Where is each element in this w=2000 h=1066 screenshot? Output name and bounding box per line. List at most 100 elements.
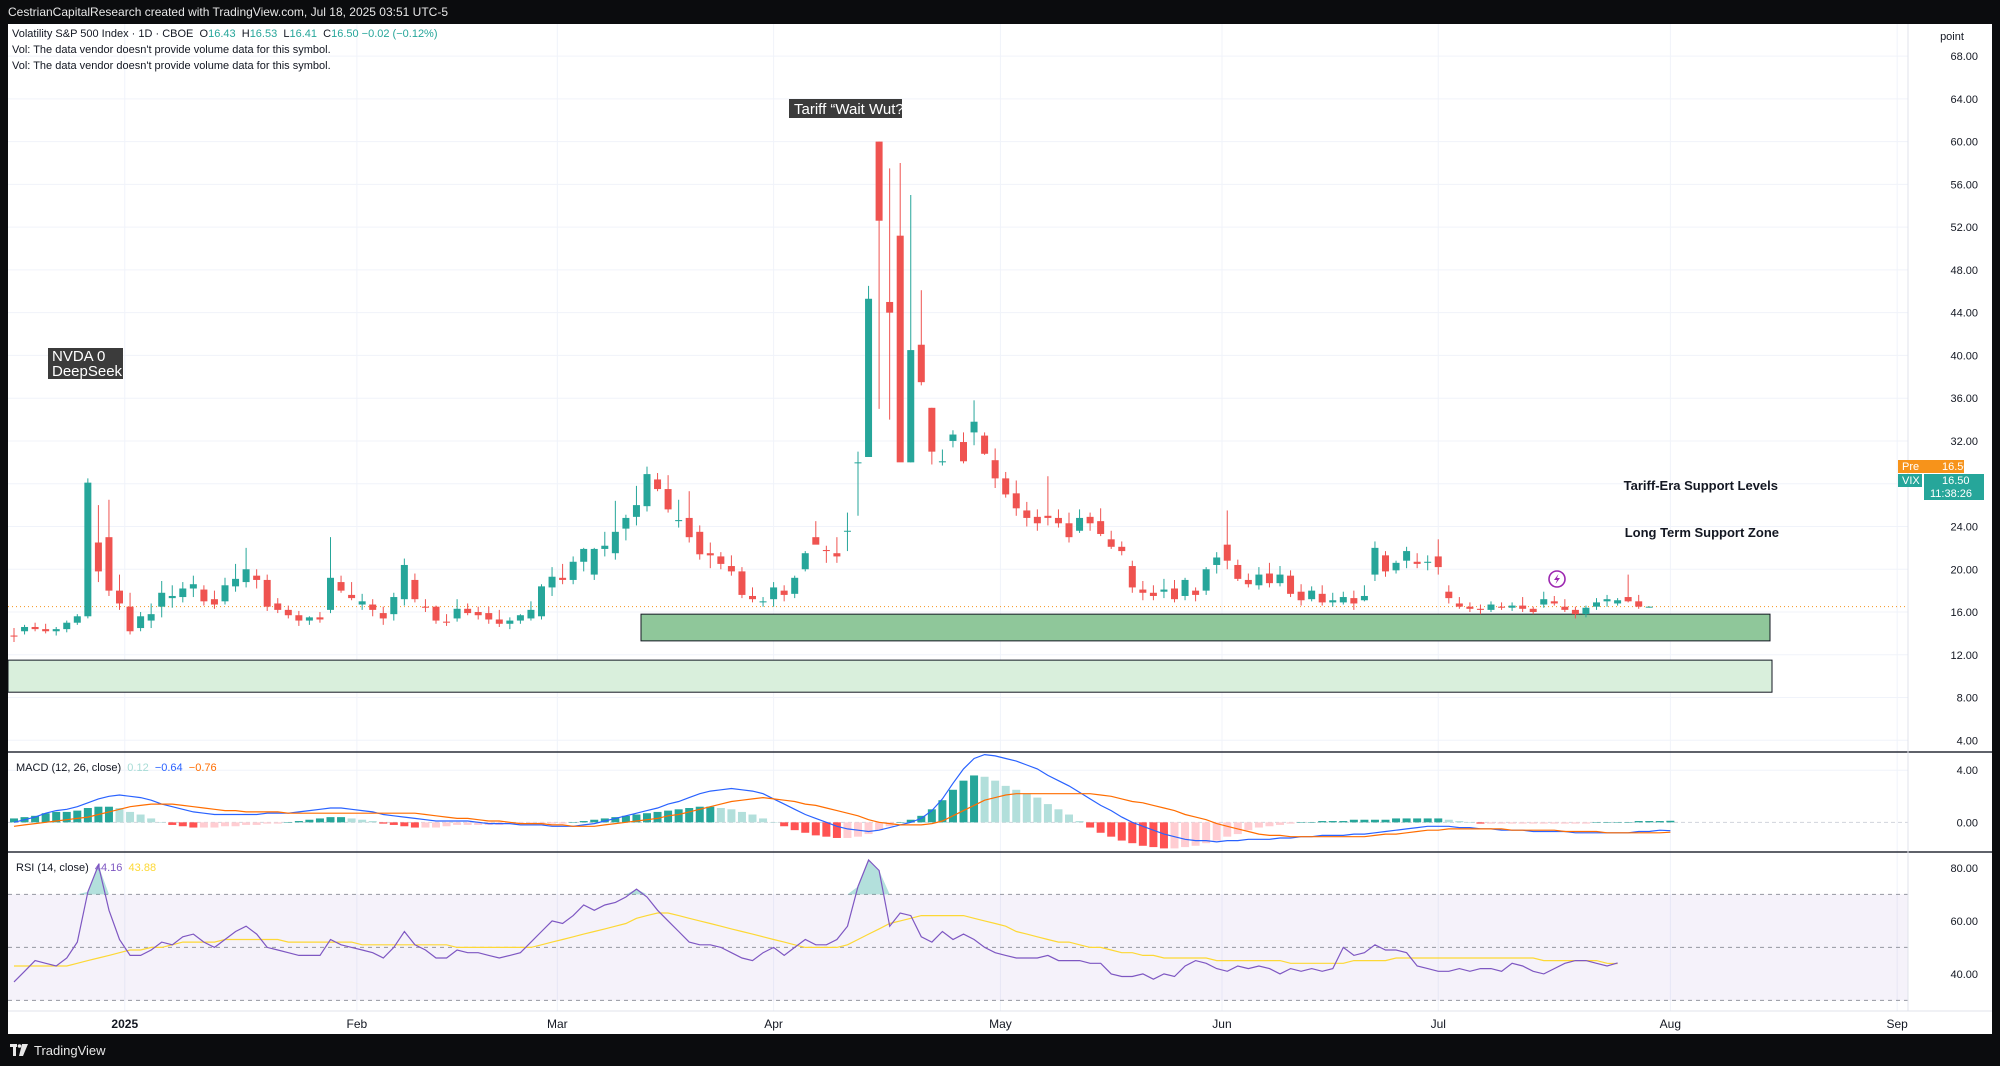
time-axis-label: Sep xyxy=(1886,1017,1908,1031)
candle-body xyxy=(928,407,936,452)
price-axis-label: 4.00 xyxy=(1957,735,1978,747)
tariff-annotation[interactable]: Tariff “Wait Wut?!" xyxy=(789,99,913,118)
macd-histogram-bar xyxy=(1086,822,1095,828)
macd-histogram-bar xyxy=(199,822,208,828)
candle-body xyxy=(390,597,398,615)
price-legend[interactable]: Volatility S&P 500 Index · 1D · CBOE O16… xyxy=(12,26,438,74)
macd-histogram-bar xyxy=(906,819,915,823)
macd-pane[interactable] xyxy=(8,753,1908,849)
time-axis-label: Mar xyxy=(547,1017,568,1031)
candle-body xyxy=(453,608,461,619)
macd-histogram-bar xyxy=(1613,822,1622,823)
candle-body xyxy=(1002,478,1010,495)
macd-histogram-bar xyxy=(1181,822,1190,848)
pane-separators[interactable] xyxy=(8,24,1992,1012)
candle-body xyxy=(1244,579,1252,585)
chart-area[interactable]: 4.008.0012.0016.0020.0024.0028.0032.0036… xyxy=(7,24,1992,1034)
candle-body xyxy=(432,606,440,621)
candle-body xyxy=(1487,604,1495,610)
candle-body xyxy=(1382,555,1389,572)
candle-body xyxy=(960,442,967,462)
macd-histogram-bar xyxy=(421,822,430,828)
macd-histogram-bar xyxy=(400,822,409,827)
macd-histogram-bar xyxy=(136,814,145,823)
macd-histogram-bar xyxy=(1487,822,1495,824)
candle-body xyxy=(611,531,619,554)
rsi-legend[interactable]: RSI (14, close) 44.16 43.88 xyxy=(16,860,156,876)
candle-body xyxy=(1128,566,1136,588)
macd-histogram-bar xyxy=(1012,789,1021,823)
candle-body xyxy=(833,553,841,557)
candle-body xyxy=(263,579,271,607)
support-zones xyxy=(7,613,1773,693)
candle-body xyxy=(601,545,609,549)
price-axis-label: 40.00 xyxy=(1950,350,1978,362)
candle-body xyxy=(854,462,862,464)
candle-body xyxy=(590,548,598,575)
macd-histogram-bar xyxy=(832,822,841,838)
candle-body xyxy=(664,489,672,510)
macd-histogram-bar xyxy=(1286,822,1295,824)
macd-histogram-bar xyxy=(147,818,156,823)
macd-histogram-bar xyxy=(1423,818,1432,823)
candlestick-series[interactable] xyxy=(10,141,1653,642)
candle-body xyxy=(1392,562,1400,571)
rsi-overbought-fill xyxy=(77,860,890,895)
candle-body xyxy=(675,520,683,522)
tariff-annotation-box xyxy=(789,99,902,118)
macd-histogram-bar xyxy=(1138,822,1147,846)
candle-body xyxy=(1455,603,1463,607)
price-axis-label: 32.00 xyxy=(1950,436,1978,448)
candle-body xyxy=(1202,569,1210,591)
price-axis[interactable]: 4.008.0012.0016.0020.0024.0028.0032.0036… xyxy=(1950,51,1978,981)
candle-body xyxy=(717,556,725,564)
candle-body xyxy=(369,604,377,610)
candle-body xyxy=(137,616,145,629)
candle-body xyxy=(886,301,894,313)
macd-histogram-bar xyxy=(959,780,968,823)
macd-histogram-bar xyxy=(516,822,525,824)
macd-histogram-bar xyxy=(73,810,82,823)
price-axis-label: 12.00 xyxy=(1950,650,1978,662)
macd-histogram-bar xyxy=(1560,822,1569,824)
macd-histogram-bar xyxy=(1666,820,1675,823)
candle-body xyxy=(1255,574,1263,586)
macd-histogram-bar xyxy=(368,821,377,823)
candle-body xyxy=(221,585,229,602)
candle-body xyxy=(622,517,630,529)
time-axis[interactable]: 2025 Feb Mar Apr May Jun Jul Aug Sep xyxy=(111,1017,1908,1031)
candle-body xyxy=(527,609,535,619)
vix-tag-label-bg xyxy=(1898,474,1922,487)
macd-histogram-bar xyxy=(1065,814,1073,823)
price-change: −0.02 (−0.12%) xyxy=(361,28,438,40)
nvda-annotation[interactable]: NVDA 0 DeepSeek 1 xyxy=(48,348,135,380)
candle-body xyxy=(970,421,978,433)
rsi-pane[interactable] xyxy=(8,858,1908,1001)
rsi-axis-label: 60.00 xyxy=(1950,916,1978,928)
macd-histogram-bar xyxy=(1339,821,1348,823)
candle-body xyxy=(1023,510,1031,518)
macd-histogram-bar xyxy=(1254,822,1263,828)
candle-body xyxy=(865,298,873,457)
lightning-icon[interactable] xyxy=(1548,570,1566,588)
macd-histogram-bar xyxy=(737,811,746,823)
pre-price-tag: Pre 16.50 xyxy=(1898,460,1970,473)
macd-histogram-bar xyxy=(294,821,303,823)
candle-body xyxy=(1234,564,1242,579)
macd-histogram-bar xyxy=(1202,822,1211,844)
macd-histogram-bar xyxy=(1413,818,1422,823)
macd-histogram-bar xyxy=(706,806,715,823)
candle-body xyxy=(981,435,989,454)
attribution-text: CestrianCapitalResearch created with Tra… xyxy=(8,5,449,19)
chart-svg[interactable]: 4.008.0012.0016.0020.0024.0028.0032.0036… xyxy=(7,24,1992,1034)
macd-axis-label: 4.00 xyxy=(1957,765,1978,777)
macd-legend[interactable]: MACD (12, 26, close) 0.12 −0.64 −0.76 xyxy=(16,760,217,776)
macd-histogram-bar xyxy=(1107,822,1116,837)
candle-body xyxy=(738,571,746,595)
candle-body xyxy=(284,609,292,616)
macd-histogram-bar xyxy=(1054,809,1063,823)
candle-body xyxy=(379,613,387,619)
candle-body xyxy=(1318,593,1326,603)
rsi-ma-line xyxy=(14,912,1618,967)
candle-body xyxy=(1635,601,1643,607)
